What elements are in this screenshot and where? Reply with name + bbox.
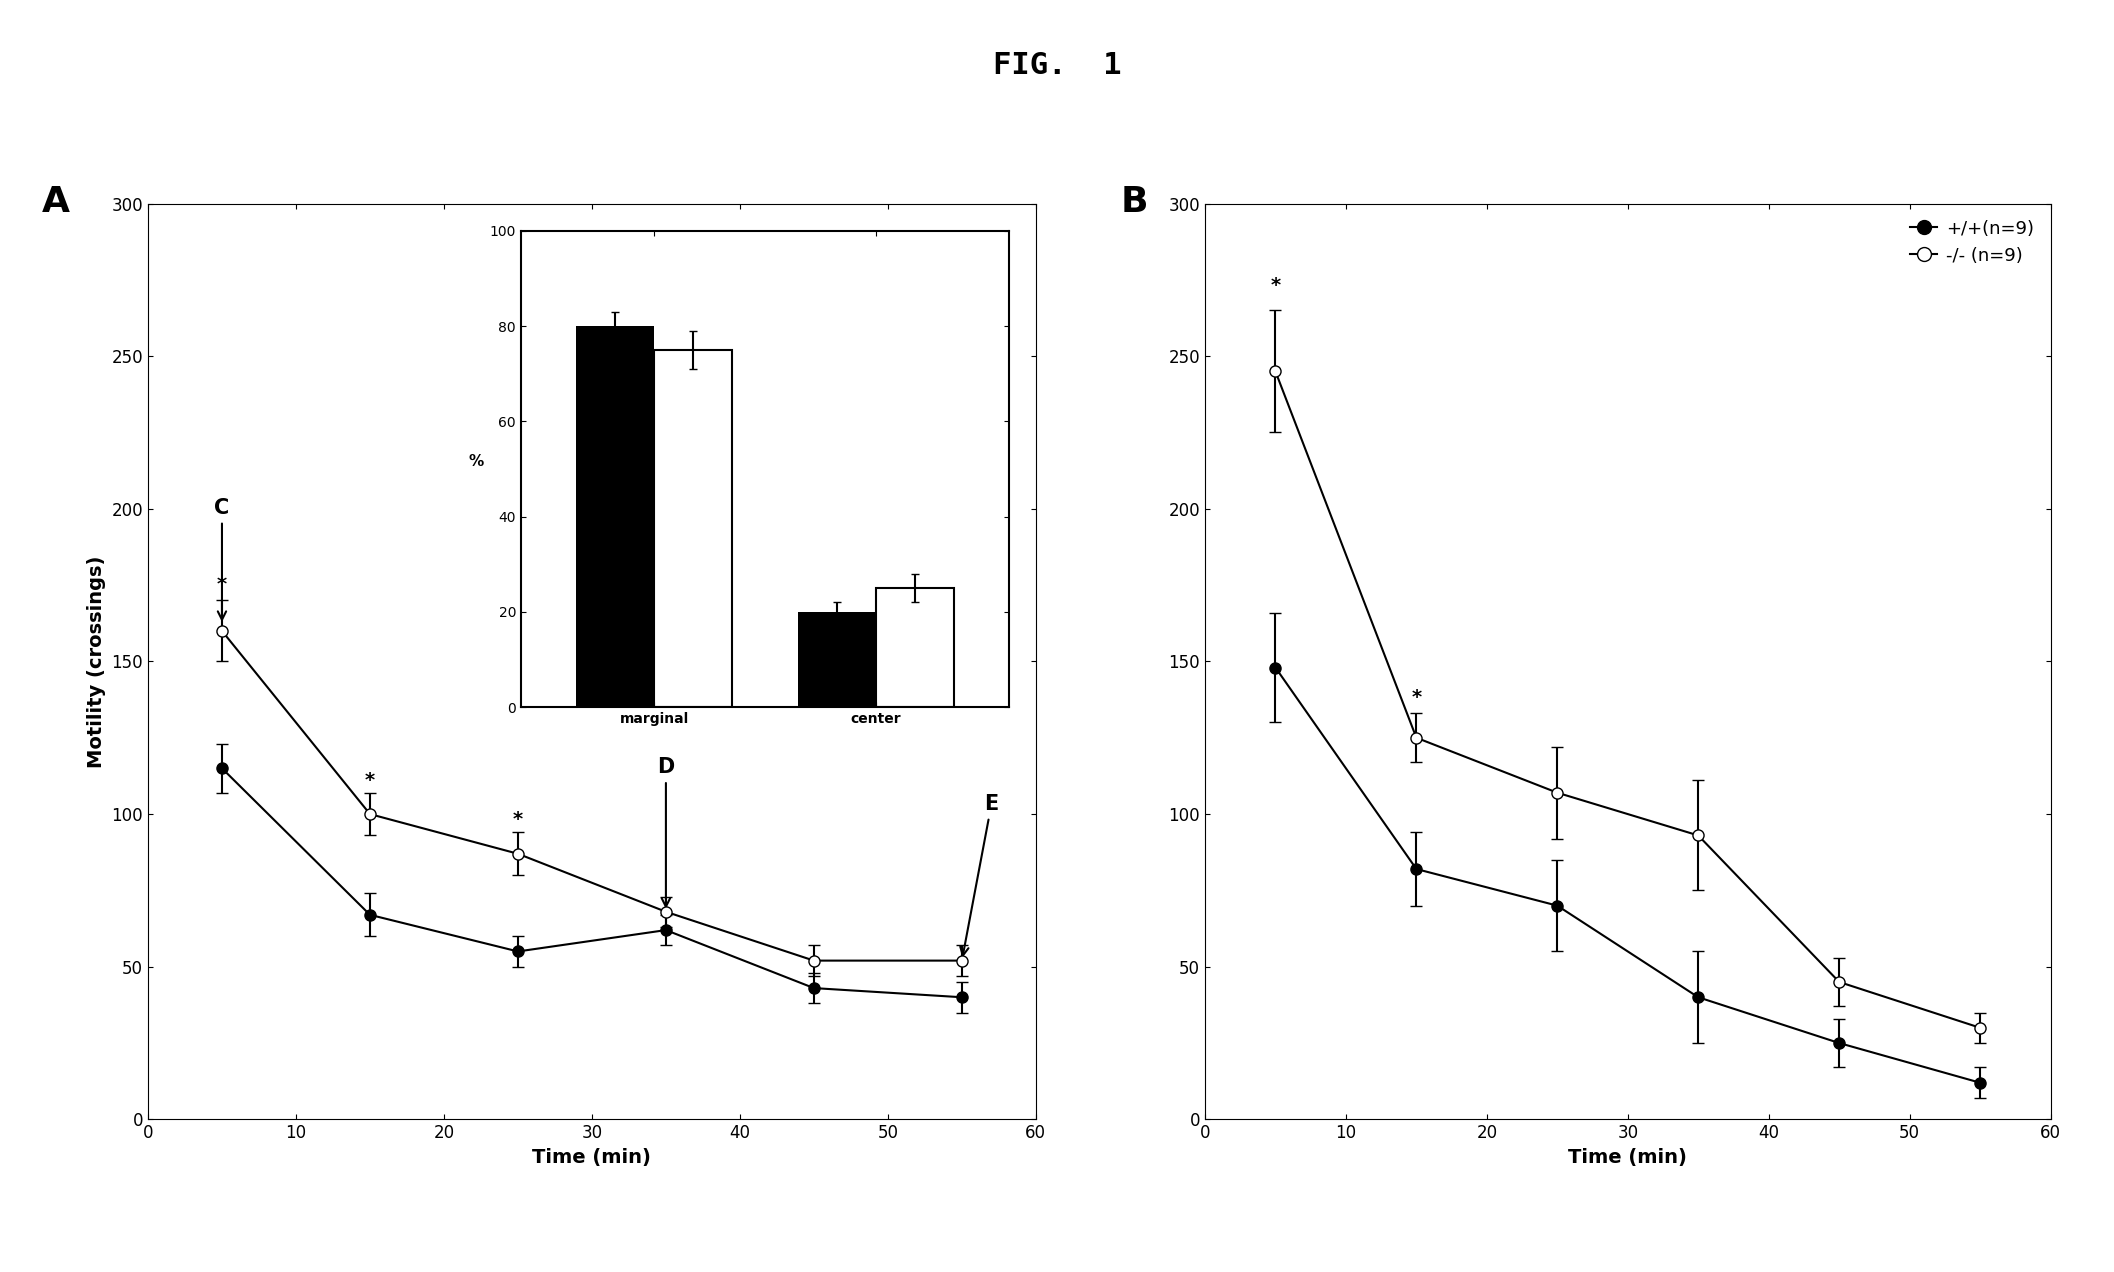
- X-axis label: Time (min): Time (min): [1569, 1147, 1687, 1166]
- Text: *: *: [1271, 276, 1281, 295]
- Text: A: A: [42, 186, 70, 219]
- Text: B: B: [1120, 186, 1148, 219]
- Legend: +/+(n=9), -/- (n=9): +/+(n=9), -/- (n=9): [1903, 212, 2042, 272]
- Text: *: *: [1412, 688, 1421, 707]
- X-axis label: Time (min): Time (min): [533, 1147, 651, 1166]
- Text: D: D: [657, 757, 674, 907]
- Text: *: *: [366, 771, 374, 790]
- Text: C: C: [214, 497, 230, 619]
- Text: E: E: [960, 794, 998, 955]
- Y-axis label: Motility (crossings): Motility (crossings): [87, 556, 106, 767]
- Text: *: *: [514, 810, 522, 829]
- Text: *: *: [218, 575, 226, 594]
- Text: FIG.  1: FIG. 1: [994, 51, 1120, 80]
